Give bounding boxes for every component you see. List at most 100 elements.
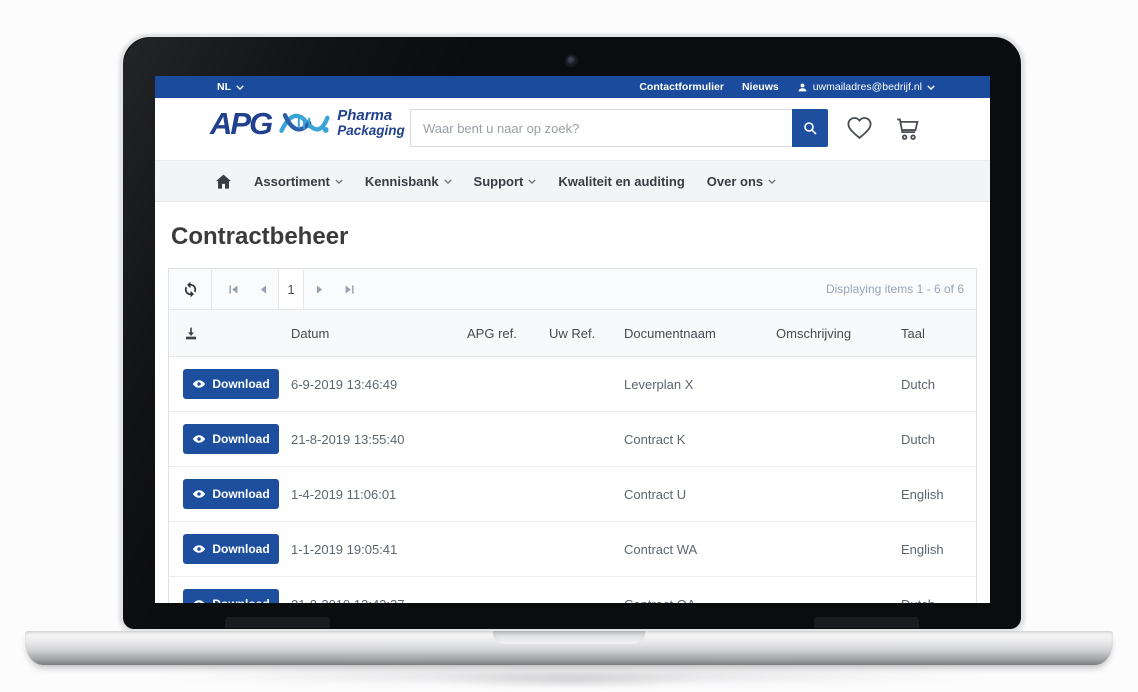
laptop-screen-bezel: NL Contactformulier Nieuws uwmailadres@b… [120, 34, 1024, 632]
download-button[interactable]: Download [183, 479, 279, 509]
cell-taal: Dutch [901, 431, 935, 447]
download-button[interactable]: Download [183, 369, 279, 399]
account-menu[interactable]: uwmailadres@bedrijf.nl [797, 81, 935, 93]
previous-page-icon [260, 284, 266, 294]
download-column-header [169, 325, 281, 341]
cell-documentnaam: Leverplan X [624, 376, 694, 392]
home-icon [216, 174, 231, 189]
contract-rows: Download 6-9-2019 13:46:49 Leverplan X D… [169, 357, 976, 603]
column-header-apg-ref: APG ref. [467, 325, 517, 341]
nav-item[interactable]: Over ons [707, 174, 776, 189]
nav-item[interactable]: Support [474, 174, 537, 189]
laptop-notch [493, 631, 645, 644]
laptop-reflection [140, 668, 998, 684]
cart-button[interactable] [893, 114, 922, 143]
dna-helix-icon [279, 113, 330, 133]
cell-documentnaam: Contract K [624, 431, 686, 447]
search-button[interactable] [792, 109, 828, 147]
search-input[interactable] [410, 109, 792, 147]
page-title: Contractbeheer [171, 223, 349, 250]
eye-icon [193, 545, 206, 553]
nav-item-label: Kwaliteit en auditing [558, 173, 685, 189]
main-nav-items: Assortiment Kennisbank Support Kwaliteit… [254, 174, 776, 189]
grid-toolbar: 1 Displaying items 1 - 6 of 6 [169, 269, 976, 310]
previous-page-button[interactable] [248, 269, 278, 309]
download-button-label: Download [212, 487, 270, 501]
contracts-grid: 1 Displaying items 1 - 6 of 6 [168, 268, 977, 603]
table-row: Download 1-4-2019 11:06:01 Contract U En… [169, 467, 976, 522]
cell-documentnaam: Contract U [624, 486, 687, 502]
eye-icon [193, 490, 206, 498]
last-page-icon [345, 284, 354, 294]
cart-icon [897, 118, 919, 140]
table-row: Download 6-9-2019 13:46:49 Leverplan X D… [169, 357, 976, 412]
news-link[interactable]: Nieuws [741, 81, 779, 93]
cell-taal: English [901, 486, 944, 502]
user-icon [798, 83, 807, 91]
cell-datum: 21-8-2019 13:43:37 [281, 597, 457, 604]
chevron-down-icon [335, 178, 343, 184]
next-page-button[interactable] [304, 269, 334, 309]
logo-subtitle: Pharma Packaging [337, 107, 405, 138]
cell-datum: 21-8-2019 13:55:40 [291, 431, 405, 447]
laptop-hinge [225, 617, 330, 628]
last-page-button[interactable] [334, 269, 364, 309]
cell-datum: 6-9-2019 13:46:49 [291, 376, 398, 392]
column-header-omschrijving: Omschrijving [776, 325, 852, 341]
grid-status-text: Displaying items 1 - 6 of 6 [825, 282, 964, 296]
eye-icon [193, 380, 206, 388]
site-header: APG Pharma Packaging [155, 98, 990, 160]
table-row: Download 1-1-2019 19:05:41 Contract WA E… [169, 522, 976, 577]
refresh-button[interactable] [169, 269, 212, 309]
refresh-icon [184, 281, 196, 297]
company-logo[interactable]: APG Pharma Packaging [210, 107, 405, 139]
download-button-label: Download [212, 542, 270, 556]
first-page-icon [228, 284, 237, 294]
download-icon [186, 327, 196, 340]
cell-datum: 1-4-2019 11:06:01 [291, 486, 397, 502]
browser-viewport: NL Contactformulier Nieuws uwmailadres@b… [155, 76, 990, 603]
download-button-label: Download [212, 597, 269, 603]
nav-item[interactable]: Kwaliteit en auditing [558, 174, 684, 189]
cell-taal: Dutch [901, 376, 935, 392]
column-header-uw-ref: Uw Ref. [549, 325, 596, 341]
download-button-label: Download [212, 377, 270, 391]
logo-apg-text: APG [210, 105, 273, 141]
nav-item[interactable]: Kennisbank [365, 174, 452, 189]
cell-documentnaam: Contract QA [614, 597, 766, 604]
current-page[interactable]: 1 [278, 269, 304, 309]
eye-icon [193, 600, 205, 603]
topbar: NL Contactformulier Nieuws uwmailadres@b… [155, 76, 990, 98]
laptop-hinge [814, 617, 919, 628]
home-nav-button[interactable] [215, 174, 232, 189]
nav-item[interactable]: Assortiment [254, 174, 343, 189]
pager: 1 [218, 269, 364, 309]
column-header-documentnaam: Documentnaam [624, 325, 716, 341]
main-nav: Assortiment Kennisbank Support Kwaliteit… [155, 160, 990, 202]
download-button[interactable]: Download [183, 589, 279, 603]
first-page-button[interactable] [218, 269, 248, 309]
download-button-label: Download [212, 432, 270, 446]
contact-form-link[interactable]: Contactformulier [639, 81, 724, 93]
chevron-down-icon [768, 178, 776, 184]
chevron-down-icon [528, 178, 537, 184]
account-email: uwmailadres@bedrijf.nl [812, 81, 922, 93]
main-content: Contractbeheer [155, 223, 990, 603]
table-row: Download 21-8-2019 13:55:40 Contract K D… [169, 412, 976, 467]
wishlist-button[interactable] [845, 114, 874, 143]
language-label: NL [217, 81, 231, 93]
cell-documentnaam: Contract WA [624, 541, 698, 557]
download-button[interactable]: Download [183, 534, 279, 564]
eye-icon [193, 435, 206, 443]
language-selector[interactable]: NL [217, 81, 244, 93]
column-header-datum: Datum [291, 325, 330, 341]
cell-taal: Dutch [891, 597, 976, 604]
nav-item-label: Kennisbank [364, 173, 439, 189]
nav-item-label: Assortiment [254, 173, 330, 189]
nav-item-label: Support [473, 173, 524, 189]
search-icon [804, 122, 817, 135]
download-button[interactable]: Download [183, 424, 279, 454]
chevron-down-icon [927, 84, 935, 90]
table-row: Download 21-8-2019 13:43:37 Contract QA … [169, 577, 976, 603]
